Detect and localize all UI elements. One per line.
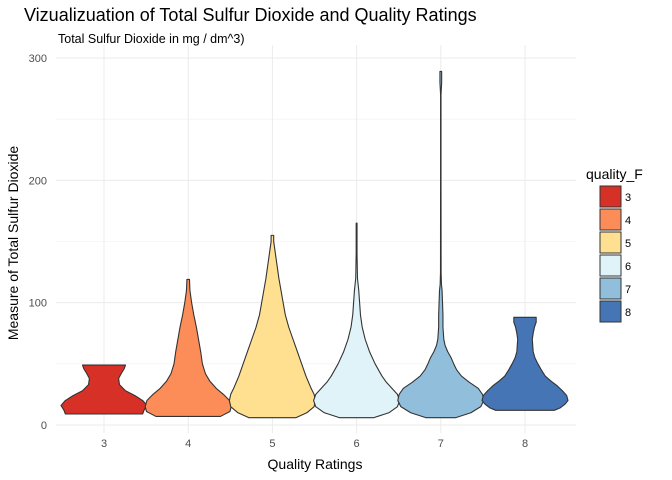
x-axis-title: Quality Ratings	[268, 456, 363, 472]
legend-label-7: 7	[625, 284, 631, 296]
legend-label-8: 8	[625, 307, 631, 319]
violin-5	[228, 234, 316, 419]
x-tick-label: 6	[354, 438, 360, 450]
y-tick-label: 0	[41, 420, 47, 432]
x-tick-label: 4	[185, 438, 191, 450]
legend-key-6	[599, 254, 622, 277]
violin-3	[60, 364, 148, 415]
legend-key-7	[599, 277, 622, 300]
y-tick-label: 300	[29, 53, 47, 65]
chart-title: Vizualizuation of Total Sulfur Dioxide a…	[24, 5, 477, 25]
violins	[60, 70, 569, 419]
legend-label-4: 4	[625, 215, 631, 227]
y-tick-label: 100	[29, 298, 47, 310]
x-tick-label: 5	[269, 438, 275, 450]
y-axis-ticks: 0 100 200 300	[29, 53, 47, 432]
chart-subtitle: Total Sulfur Dioxide in mg / dm^3)	[58, 32, 245, 46]
x-tick-label: 3	[101, 438, 107, 450]
violin-6	[313, 222, 401, 419]
violin-7	[397, 70, 485, 419]
legend-key-4	[599, 208, 622, 231]
legend-label-5: 5	[625, 238, 631, 250]
legend-key-8	[599, 300, 622, 323]
legend-title: quality_F	[586, 166, 643, 182]
violin-4	[144, 278, 232, 417]
x-tick-label: 8	[522, 438, 528, 450]
violin-8	[481, 316, 569, 411]
x-tick-label: 7	[438, 438, 444, 450]
x-axis-ticks: 3 4 5 6 7 8	[101, 438, 528, 450]
y-axis-title: Measure of Total Sulfur Dioxide	[5, 146, 21, 340]
y-tick-label: 200	[29, 175, 47, 187]
grid-lines	[56, 45, 576, 433]
legend-key-3	[599, 185, 622, 208]
legend-label-3: 3	[625, 192, 631, 204]
legend-label-6: 6	[625, 261, 631, 273]
legend-key-5	[599, 231, 622, 254]
legend: quality_F 3 4 5 6 7 8	[586, 166, 643, 323]
